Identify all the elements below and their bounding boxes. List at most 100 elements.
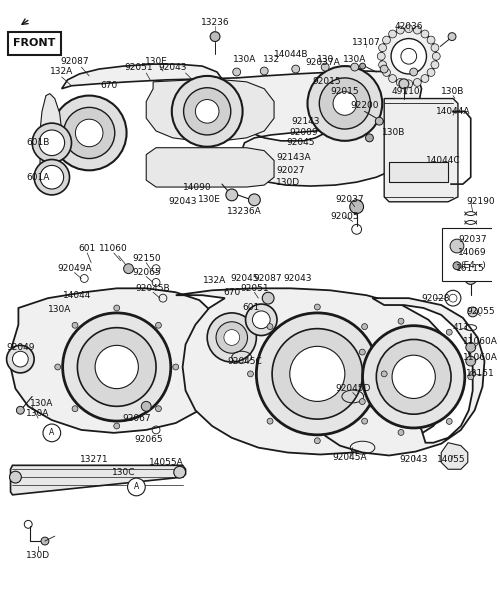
Circle shape xyxy=(410,68,418,76)
Circle shape xyxy=(466,343,475,352)
Circle shape xyxy=(448,33,456,41)
Text: 601B: 601B xyxy=(26,138,50,148)
Text: 92087: 92087 xyxy=(60,57,89,66)
Text: 14044A: 14044A xyxy=(436,107,470,116)
Circle shape xyxy=(381,29,436,84)
Polygon shape xyxy=(441,443,468,469)
Circle shape xyxy=(308,66,382,141)
Circle shape xyxy=(366,134,374,142)
Polygon shape xyxy=(10,466,186,495)
Text: 14090: 14090 xyxy=(183,183,212,191)
Circle shape xyxy=(272,328,362,419)
Circle shape xyxy=(314,304,320,310)
Circle shape xyxy=(32,123,72,162)
Circle shape xyxy=(388,74,396,82)
Circle shape xyxy=(381,371,387,377)
Circle shape xyxy=(350,200,364,213)
Text: 92015: 92015 xyxy=(313,77,342,86)
Circle shape xyxy=(216,322,248,353)
Text: 16115: 16115 xyxy=(456,264,485,273)
Circle shape xyxy=(256,313,378,435)
Text: 670: 670 xyxy=(100,81,117,90)
Circle shape xyxy=(468,307,477,317)
Circle shape xyxy=(174,466,186,478)
Circle shape xyxy=(405,80,412,88)
Circle shape xyxy=(114,305,119,311)
Text: 130A: 130A xyxy=(48,306,72,314)
Circle shape xyxy=(246,304,277,336)
Circle shape xyxy=(396,26,404,34)
Text: 14044C: 14044C xyxy=(426,156,460,165)
Circle shape xyxy=(446,329,452,335)
Circle shape xyxy=(427,36,435,44)
Circle shape xyxy=(378,61,386,69)
Circle shape xyxy=(392,355,436,399)
Circle shape xyxy=(156,406,162,411)
Circle shape xyxy=(360,349,366,355)
Text: 11060A: 11060A xyxy=(463,352,498,362)
Circle shape xyxy=(391,39,426,74)
Text: 130B: 130B xyxy=(442,87,464,96)
Circle shape xyxy=(398,319,404,324)
Text: 130A: 130A xyxy=(343,55,366,64)
Text: 132: 132 xyxy=(262,55,280,64)
Text: 92143: 92143 xyxy=(292,117,320,125)
Text: 14055: 14055 xyxy=(436,455,466,464)
Text: 92143A: 92143A xyxy=(276,153,311,162)
Text: 601: 601 xyxy=(78,245,96,253)
FancyBboxPatch shape xyxy=(442,228,500,282)
Circle shape xyxy=(128,478,145,496)
Text: 92065: 92065 xyxy=(132,268,160,277)
Circle shape xyxy=(414,79,421,86)
Text: 670: 670 xyxy=(223,288,240,297)
Text: 411: 411 xyxy=(452,323,469,332)
Text: 92087: 92087 xyxy=(254,274,282,283)
Circle shape xyxy=(362,326,465,428)
Circle shape xyxy=(114,423,119,429)
Polygon shape xyxy=(384,98,458,202)
Text: 49110: 49110 xyxy=(392,87,420,96)
Text: 92200: 92200 xyxy=(350,101,379,110)
Circle shape xyxy=(95,346,138,389)
Circle shape xyxy=(450,239,464,253)
Text: 92045A: 92045A xyxy=(332,453,367,462)
Circle shape xyxy=(196,100,219,123)
Text: 13271: 13271 xyxy=(80,455,108,464)
Circle shape xyxy=(260,67,268,75)
Circle shape xyxy=(78,328,156,407)
Circle shape xyxy=(173,364,178,370)
Circle shape xyxy=(290,346,345,402)
Text: 92037: 92037 xyxy=(458,235,487,244)
Circle shape xyxy=(233,68,240,76)
Text: 92043: 92043 xyxy=(400,455,428,464)
Circle shape xyxy=(360,399,366,405)
Circle shape xyxy=(226,189,237,201)
Polygon shape xyxy=(146,79,274,141)
Text: 130B: 130B xyxy=(382,129,406,138)
Circle shape xyxy=(248,194,260,206)
Circle shape xyxy=(465,272,476,284)
Text: 92015: 92015 xyxy=(330,87,359,96)
Text: 132A: 132A xyxy=(204,276,227,285)
Polygon shape xyxy=(389,162,448,182)
Polygon shape xyxy=(146,148,274,187)
Circle shape xyxy=(124,264,134,274)
Circle shape xyxy=(376,117,383,125)
Circle shape xyxy=(378,52,385,60)
Circle shape xyxy=(466,356,475,366)
Circle shape xyxy=(72,406,78,411)
Text: 92190: 92190 xyxy=(466,197,495,206)
Circle shape xyxy=(62,313,171,421)
Text: 130A: 130A xyxy=(26,409,50,418)
Circle shape xyxy=(12,351,28,367)
Circle shape xyxy=(405,25,412,33)
Polygon shape xyxy=(176,288,455,454)
Circle shape xyxy=(64,108,115,159)
Text: (E4~): (E4~) xyxy=(460,261,485,270)
Circle shape xyxy=(453,262,461,269)
Text: 130E: 130E xyxy=(144,57,168,66)
Circle shape xyxy=(414,26,421,34)
Text: 92067: 92067 xyxy=(122,414,150,423)
Text: 42036: 42036 xyxy=(394,22,423,31)
Polygon shape xyxy=(323,298,484,456)
